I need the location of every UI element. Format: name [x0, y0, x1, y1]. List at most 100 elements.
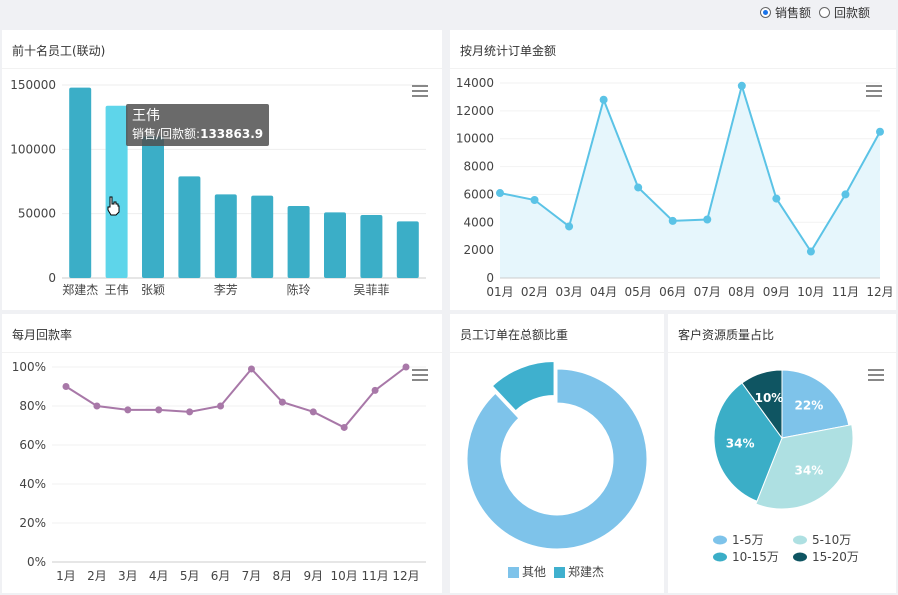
bar-xtick-label: 张颖	[141, 283, 165, 297]
orders-ytick-label: 4000	[463, 215, 494, 229]
tooltip-label: 销售/回款额:	[132, 127, 201, 141]
bar-xtick-label: 陈玲	[287, 282, 311, 297]
radio-repayment-circle[interactable]	[818, 7, 830, 18]
bar-xtick-label: 李芳	[214, 282, 238, 297]
orders-xtick-label: 07月	[694, 285, 721, 299]
employee-share-donut-chart: 其他 郑建杰	[466, 361, 648, 579]
rate-xtick-label: 11月	[361, 569, 388, 583]
donut-slice-0	[466, 368, 648, 550]
rate-point-2	[124, 406, 132, 414]
orders-point-0	[496, 189, 504, 198]
pie-slice-label: 10%	[755, 391, 784, 405]
donut-legend-swatch-0	[508, 567, 519, 578]
pie-legend-swatch-2	[713, 552, 727, 562]
pie-slice-2	[713, 382, 783, 502]
orders-point-8	[772, 194, 781, 203]
pie-legend-swatch-0	[713, 535, 727, 545]
pie-slice-label: 34%	[795, 463, 824, 477]
rate-ytick-label: 0%	[27, 555, 46, 569]
orders-xtick-label: 11月	[832, 285, 859, 299]
panel-monthly-orders-divider	[450, 68, 896, 69]
orders-line	[499, 82, 881, 254]
orders-xtick-label: 05月	[625, 285, 652, 299]
rate-point-8	[309, 408, 317, 416]
bar-ytick-label: 100000	[10, 142, 56, 156]
bar-ytick-label: 150000	[10, 78, 56, 92]
repayment-rate-line-chart: 0%20%40%60%80%100%1月 2月 3月 4月 5月 6月 7月 8月 9月 10月 1…	[12, 360, 426, 583]
bar-xtick-label: 王伟	[105, 283, 129, 297]
bar-3	[178, 176, 201, 278]
pie-legend-label: 5-10万	[812, 533, 851, 547]
pie-slice-label: 22%	[795, 399, 824, 413]
donut-slice-1	[491, 361, 555, 412]
radio-sales-label: 销售额	[774, 6, 811, 20]
pie-legend-swatch-3	[793, 552, 807, 562]
rate-ytick-label: 100%	[12, 360, 46, 374]
panel-employee-share-divider	[450, 352, 664, 353]
rate-xtick-label: 8月	[273, 569, 293, 583]
rate-point-5	[217, 402, 225, 410]
bar-ytick-label: 50000	[18, 207, 56, 221]
rate-point-0	[62, 383, 70, 390]
orders-area	[500, 85, 880, 279]
orders-point-5	[668, 216, 677, 225]
rate-point-10	[371, 386, 379, 394]
panel-repayment-rate: 每月回款率 0% 20% 40% 60% 80% 100% 1月 2月 3月 4月 5月 6月 7月 8月…	[2, 314, 442, 593]
panel-repayment-rate-divider	[2, 352, 442, 353]
donut-legend-label: 郑建杰	[568, 564, 604, 579]
donut-legend-swatch-1	[554, 567, 565, 578]
radio-repayment[interactable]: 回款额	[818, 4, 870, 21]
customer-quality-menu-icon[interactable]	[868, 369, 884, 381]
orders-ytick-label: 14000	[456, 76, 494, 90]
orders-point-2	[565, 222, 574, 231]
orders-point-10	[841, 190, 850, 199]
orders-ytick-label: 8000	[463, 160, 494, 174]
orders-ytick-label: 6000	[463, 187, 494, 201]
panel-top10: 前十名员工(联动) 0 50000 100000 150000 郑建杰 王伟 张颖 李芳 陈玲吴…	[2, 30, 442, 310]
pie-slice-1	[755, 424, 854, 510]
panel-customer-quality: 客户资源质量占比 22% 34% 34% 10% 1-5万 5-10万 10-15万 15-2…	[668, 314, 896, 593]
rate-point-4	[186, 408, 194, 416]
orders-xtick-label: 06月	[659, 285, 686, 299]
panel-top10-title: 前十名员工(联动)	[12, 44, 106, 58]
rate-xtick-label: 6月	[211, 569, 231, 583]
top10-menu-icon[interactable]	[412, 85, 428, 97]
pie-slice-0	[781, 369, 850, 439]
metric-radio-group: 销售额 回款额	[759, 4, 870, 21]
orders-point-4	[634, 183, 643, 192]
orders-xtick-label: 09月	[763, 285, 790, 299]
rate-xtick-label: 10月	[331, 569, 358, 583]
orders-xtick-label: 04月	[590, 285, 617, 299]
tooltip-value: 133863.9	[200, 127, 264, 141]
rate-ytick-label: 60%	[19, 438, 46, 452]
bar-xtick-label: 吴菲菲	[353, 283, 389, 297]
bar-xtick-label: 郑建杰	[62, 282, 98, 297]
rate-ytick-label: 80%	[19, 399, 46, 413]
orders-ytick-label: 0	[486, 271, 494, 285]
pie-slice-label: 34%	[726, 436, 755, 450]
pie-legend-label: 10-15万	[732, 550, 779, 564]
rate-line	[65, 366, 407, 429]
monthly-orders-menu-icon[interactable]	[866, 85, 882, 97]
orders-xtick-label: 02月	[521, 285, 548, 299]
panel-customer-quality-title: 客户资源质量占比	[678, 328, 775, 342]
orders-point-11	[876, 127, 884, 136]
rate-xtick-label: 12月	[392, 569, 419, 583]
bar-9	[396, 221, 419, 278]
radio-repayment-label: 回款额	[833, 6, 870, 20]
rate-xtick-label: 9月	[303, 569, 323, 583]
pie-slice-3	[741, 369, 783, 440]
hand-cursor-icon	[107, 196, 120, 216]
orders-point-6	[703, 215, 712, 224]
radio-sales-circle[interactable]	[759, 7, 771, 18]
bar-0	[69, 87, 92, 278]
orders-xtick-label: 10月	[797, 285, 824, 299]
bar-1	[105, 105, 128, 278]
orders-point-1	[530, 196, 539, 204]
bar-7	[324, 212, 346, 278]
rate-point-11	[402, 363, 410, 371]
radio-sales[interactable]: 销售额	[759, 4, 811, 21]
repayment-rate-menu-icon[interactable]	[412, 369, 428, 381]
panel-monthly-orders-title: 按月统计订单金额	[460, 44, 557, 58]
rate-xtick-label: 3月	[118, 569, 138, 583]
